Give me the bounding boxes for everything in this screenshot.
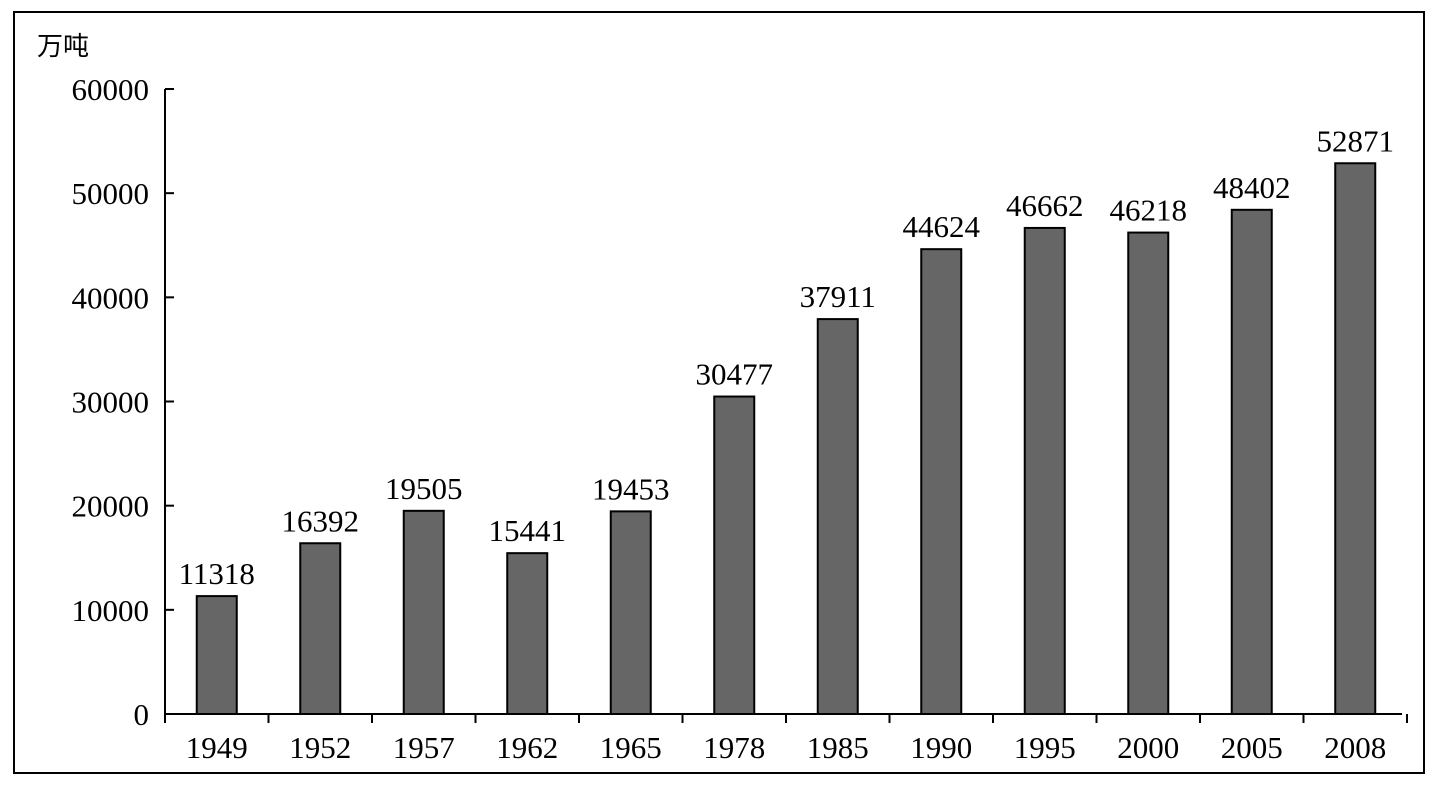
x-tick-label-2000: 2000 <box>1117 730 1179 765</box>
data-label-1985: 37911 <box>800 279 876 314</box>
bar-1978 <box>713 395 756 715</box>
bar-2000 <box>1127 231 1170 715</box>
x-tick-label-1985: 1985 <box>807 730 869 765</box>
data-label-2008: 52871 <box>1317 123 1395 158</box>
data-label-1962: 15441 <box>489 513 567 548</box>
x-tick-label-2008: 2008 <box>1324 730 1386 765</box>
y-tick-label-60000: 60000 <box>72 72 150 107</box>
y-tick-label-40000: 40000 <box>72 280 150 315</box>
y-tick-label-10000: 10000 <box>72 593 150 628</box>
x-tick-label-1957: 1957 <box>393 730 455 765</box>
bars-layer <box>195 162 1377 716</box>
data-label-1990: 44624 <box>903 209 981 244</box>
axes-layer <box>164 88 1408 723</box>
y-tick-label-50000: 50000 <box>72 176 150 211</box>
y-axis-unit-label: 万吨 <box>37 32 90 62</box>
labels-layer: 11318 1949 16392 1952 19505 1957 15441 1962 1945… <box>72 72 1395 765</box>
bar-1952 <box>299 542 342 715</box>
bar-1965 <box>609 510 652 716</box>
x-tick-label-1952: 1952 <box>289 730 351 765</box>
x-tick-label-1995: 1995 <box>1014 730 1076 765</box>
data-label-1995: 46662 <box>1006 188 1084 223</box>
y-tick-label-0: 0 <box>134 697 150 732</box>
bar-2008 <box>1334 162 1377 715</box>
bar-1985 <box>816 318 859 715</box>
bar-2005 <box>1230 208 1273 715</box>
data-label-1949: 11318 <box>179 556 255 591</box>
data-label-1965: 19453 <box>592 471 670 506</box>
data-label-1957: 19505 <box>385 471 463 506</box>
bar-1962 <box>506 552 549 715</box>
bar-1995 <box>1023 226 1066 715</box>
data-label-1952: 16392 <box>282 503 360 538</box>
x-tick-label-2005: 2005 <box>1221 730 1283 765</box>
x-tick-label-1965: 1965 <box>600 730 662 765</box>
data-label-2005: 48402 <box>1213 170 1291 205</box>
x-tick-label-1990: 1990 <box>910 730 972 765</box>
y-tick-label-30000: 30000 <box>72 385 150 420</box>
y-tick-label-20000: 20000 <box>72 489 150 524</box>
data-label-1978: 30477 <box>696 357 774 392</box>
x-tick-label-1978: 1978 <box>703 730 765 765</box>
bar-1957 <box>402 509 445 715</box>
bar-1990 <box>920 248 963 716</box>
x-tick-label-1949: 1949 <box>186 730 248 765</box>
bar-1949 <box>195 595 238 716</box>
data-label-2000: 46218 <box>1110 193 1188 228</box>
x-tick-label-1962: 1962 <box>496 730 558 765</box>
